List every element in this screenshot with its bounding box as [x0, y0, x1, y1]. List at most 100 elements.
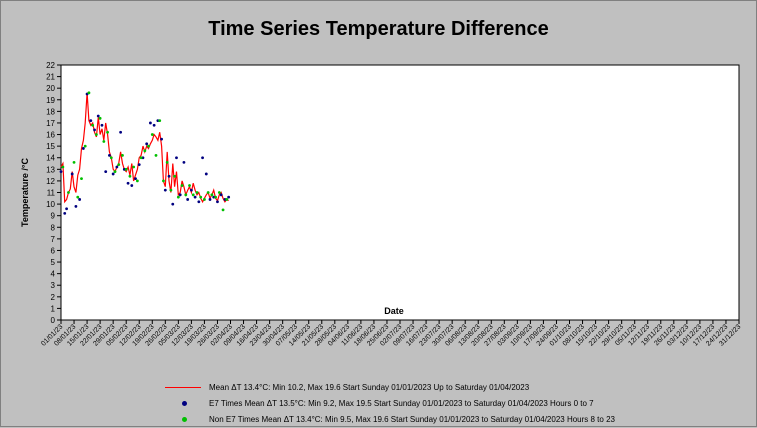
legend-label-non-e7: Non E7 Times Mean ΔT 13.4°C: Min 9.5, Ma…: [209, 415, 615, 424]
y-tick-label: 0: [51, 316, 56, 325]
e7-point: [193, 195, 197, 199]
y-tick-label: 12: [46, 177, 55, 186]
e7-point: [189, 188, 193, 192]
y-tick-label: 19: [46, 96, 55, 105]
y-tick-label: 6: [51, 246, 56, 255]
y-tick-label: 10: [46, 200, 55, 209]
non-e7-point: [150, 133, 154, 136]
non-e7-point: [83, 144, 87, 148]
e7-point: [137, 163, 141, 167]
non-e7-point: [188, 184, 191, 187]
e7-point: [219, 193, 223, 197]
e7-point: [74, 205, 78, 208]
non-e7-point: [206, 191, 210, 194]
e7-point: [163, 188, 167, 192]
non-e7-point: [132, 165, 136, 169]
y-tick-label: 14: [46, 154, 55, 163]
e7-point: [145, 142, 149, 146]
e7-point: [111, 172, 115, 176]
e7-point: [134, 177, 137, 180]
non-e7-point: [102, 140, 106, 143]
non-e7-point: [67, 191, 70, 194]
y-tick-label: 15: [46, 142, 55, 151]
non-e7-point: [199, 195, 203, 199]
e7-point: [100, 123, 104, 127]
e7-point: [186, 198, 190, 201]
e7-point: [108, 154, 111, 157]
e7-point: [149, 121, 152, 125]
non-e7-point: [169, 188, 173, 192]
y-tick-label: 8: [51, 223, 56, 232]
e7-point: [70, 172, 74, 176]
non-e7-point: [76, 195, 80, 199]
non-e7-point: [113, 170, 117, 174]
e7-point: [63, 211, 67, 215]
y-tick-label: 4: [51, 270, 56, 279]
non-e7-point: [173, 174, 177, 178]
legend-swatch-e7: [182, 401, 187, 406]
y-tick-label: 7: [51, 235, 56, 244]
non-e7-point: [94, 133, 98, 136]
e7-point: [204, 172, 208, 176]
e7-point: [81, 147, 85, 150]
e7-point: [160, 137, 163, 141]
y-tick-label: 16: [46, 131, 55, 140]
y-tick-label: 13: [46, 165, 55, 174]
e7-point: [208, 198, 212, 201]
chart-title: Time Series Temperature Difference: [208, 18, 549, 40]
non-e7-point: [210, 193, 214, 197]
non-e7-point: [135, 179, 139, 183]
e7-point: [96, 114, 100, 118]
e7-point: [182, 160, 186, 164]
non-e7-point: [195, 191, 199, 194]
e7-point: [78, 198, 82, 201]
y-tick-label: 3: [51, 281, 56, 290]
non-e7-point: [61, 165, 65, 169]
non-e7-point: [176, 195, 180, 199]
non-e7-point: [158, 119, 162, 123]
non-e7-point: [80, 177, 83, 180]
non-e7-point: [72, 160, 76, 164]
e7-point: [171, 202, 175, 206]
non-e7-point: [225, 198, 229, 201]
non-e7-point: [162, 179, 165, 183]
x-axis-label: Date: [384, 306, 404, 316]
y-tick-label: 22: [46, 61, 55, 70]
non-e7-point: [214, 195, 217, 199]
e7-point: [89, 119, 93, 123]
y-tick-label: 21: [46, 73, 55, 82]
non-e7-point: [139, 156, 143, 160]
e7-point: [167, 174, 171, 178]
e7-point: [216, 200, 219, 204]
non-e7-point: [91, 123, 95, 127]
y-axis-label: Temperature /°C: [20, 158, 30, 227]
non-e7-point: [147, 144, 150, 148]
e7-point: [201, 156, 204, 160]
legend-label-mean: Mean ΔT 13.4°C: Min 10.2, Max 19.6 Start…: [209, 383, 530, 392]
non-e7-point: [154, 154, 158, 157]
non-e7-point: [106, 130, 109, 134]
e7-point: [119, 130, 123, 134]
y-tick-label: 9: [51, 212, 56, 221]
y-tick-label: 5: [51, 258, 56, 267]
legend-swatch-mean: [165, 387, 201, 388]
non-e7-point: [221, 208, 225, 212]
e7-point: [59, 170, 63, 174]
e7-point: [152, 123, 156, 127]
non-e7-point: [143, 149, 147, 153]
legend-label-e7: E7 Times Mean ΔT 13.5°C: Min 9.2, Max 19…: [209, 399, 594, 408]
non-e7-point: [124, 167, 128, 171]
non-e7-point: [184, 193, 188, 197]
non-e7-point: [217, 191, 221, 194]
e7-point: [227, 195, 231, 199]
y-tick-label: 20: [46, 84, 55, 93]
non-e7-point: [128, 174, 132, 178]
e7-point: [178, 193, 182, 197]
y-tick-label: 11: [47, 189, 56, 198]
legend-swatch-non-e7: [182, 417, 187, 422]
y-tick-label: 1: [51, 304, 56, 313]
y-tick-label: 18: [46, 107, 55, 116]
non-e7-point: [165, 160, 169, 164]
non-e7-point: [109, 156, 113, 160]
y-tick-label: 17: [46, 119, 55, 128]
